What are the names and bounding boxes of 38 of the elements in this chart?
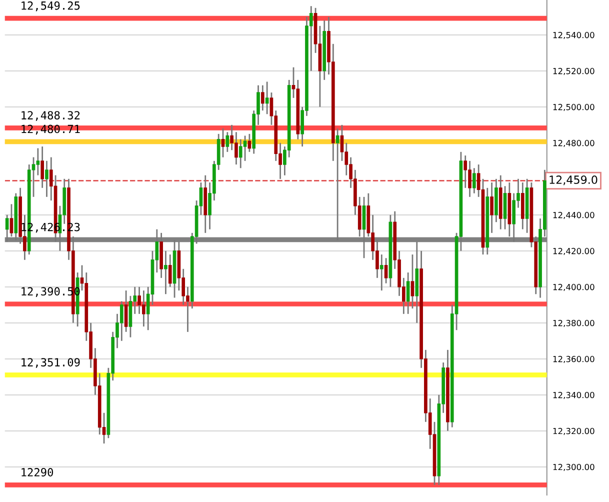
ref-line-label: 12,549.25: [22, 1, 80, 12]
ref-line-label: 12290: [22, 468, 54, 476]
y-tick-label: 12,380.00: [553, 320, 594, 328]
y-tick-label: 12,480.00: [553, 140, 594, 148]
candlestick: [120, 300, 124, 342]
y-tick-label: 12,420.00: [553, 248, 594, 256]
candlestick: [472, 167, 476, 194]
y-tick-label: 12,500.00: [553, 104, 594, 112]
y-tick-label: 12,400.00: [553, 284, 594, 292]
ref-line-label: 12,488.32: [22, 111, 80, 121]
candlestick: [238, 138, 242, 169]
candlestick: [384, 257, 388, 284]
candlestick: [221, 128, 225, 158]
candlestick: [380, 254, 384, 292]
candlestick: [164, 250, 168, 295]
candlestick: [265, 81, 269, 115]
y-tick-label: 12,360.00: [553, 356, 594, 364]
candlestick: [168, 254, 172, 288]
candlestick: [490, 182, 494, 234]
candlestick: [260, 84, 264, 112]
ref-line-label: 12,351.09: [22, 358, 80, 368]
y-tick-label: 12,440.00: [553, 212, 594, 220]
y-tick-label: 12,540.00: [553, 32, 594, 40]
candlestick: [243, 135, 247, 162]
y-tick-label: 12,340.00: [553, 392, 594, 400]
y-tick-label: 12,300.00: [553, 464, 594, 472]
ref-line-label: 12,459.0: [550, 176, 598, 186]
candlestick: [410, 254, 414, 310]
candlestick: [406, 272, 410, 315]
candlestick: [36, 148, 40, 176]
candlestick: [464, 154, 468, 189]
candlestick: [340, 124, 344, 162]
y-tick-label: 12,320.00: [553, 428, 594, 436]
candlestick: [45, 160, 48, 198]
y-tick-label: 12,520.00: [553, 68, 594, 76]
candlestick: [124, 290, 128, 333]
candlestick: [40, 146, 44, 189]
candlestick: [226, 131, 230, 153]
